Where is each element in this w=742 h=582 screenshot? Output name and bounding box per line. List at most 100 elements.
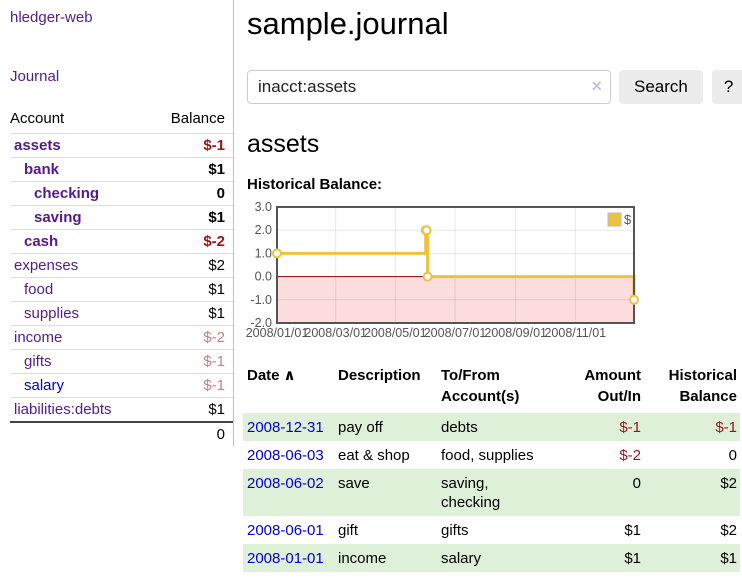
transaction-balance-cell: $-1 [715,419,737,436]
search-form: × Search ? [247,70,742,104]
account-balance-table: Account Balance assets $-1 bank $1 checking 0… [10,106,233,446]
svg-text:2008/05/01: 2008/05/01 [364,326,427,340]
register-header-row: Date ∧ Description To/From Account(s) Amount… [243,363,740,413]
account-row-food: food $1 [10,277,233,301]
app-title-link[interactable]: hledger-web [10,9,93,26]
transaction-date-link[interactable]: 2008-06-03 [247,447,324,464]
transaction-account-cell: food, supplies [441,447,534,464]
transaction-row: 2008-06-01 gift gifts $1 $2 [243,516,740,544]
account-row-cash: cash $-2 [10,229,233,253]
sort-ascending-icon[interactable]: ∧ [283,367,296,384]
svg-text:2008/01/01: 2008/01/01 [246,326,309,340]
help-button[interactable]: ? [711,70,742,104]
account-table-header: Account Balance [10,106,233,133]
account-row-income: income $-2 [10,325,233,349]
account-row-liabilities-debts: liabilities:debts $1 [10,397,233,421]
transaction-description-cell: pay off [338,419,383,436]
account-link[interactable]: saving [34,209,82,226]
register-table: Date ∧ Description To/From Account(s) Amount… [243,363,740,572]
journal-nav-link[interactable]: Journal [10,68,60,85]
transaction-balance-cell: $1 [720,550,737,567]
svg-text:2008/11/01: 2008/11/01 [544,326,606,340]
account-link[interactable]: income [14,329,63,346]
transaction-amount-cell: $1 [624,522,641,539]
transaction-date-cell: 2008-12-31 [243,413,338,441]
account-link[interactable]: salary [24,377,65,394]
svg-text:0.0: 0.0 [255,270,272,284]
account-balance: $1 [208,281,225,298]
account-balance: 0 [216,185,225,202]
account-balance: $-1 [203,377,225,394]
account-row-salary: salary $-1 [10,373,233,397]
transaction-date-link[interactable]: 2008-06-02 [247,475,324,492]
account-balance: $-2 [203,329,225,346]
main-content: sample.journal × Search ? assets Histori… [234,0,742,582]
search-button[interactable]: Search [619,70,703,104]
search-input-wrapper: × [247,70,611,104]
svg-text:$: $ [624,212,632,227]
column-header-account[interactable]: To/From Account(s) [441,367,520,405]
transaction-balance-cell: $2 [720,522,737,539]
account-link[interactable]: cash [24,233,59,250]
transaction-date-link[interactable]: 2008-01-01 [247,550,324,567]
account-balance: $2 [208,257,225,274]
account-balance: $-2 [203,233,225,250]
historical-balance-chart: $3.0 2.0 1.0 0.0 -1.0 -2.0 2008/01/01 2008/03/0… [243,200,742,340]
transaction-date-cell: 2008-06-03 [243,441,338,469]
transaction-account-cell: saving, checking [441,475,501,511]
account-row-assets: assets $-1 [10,133,233,157]
account-heading: assets [247,130,320,158]
svg-text:2.0: 2.0 [255,223,272,237]
svg-text:2008/03/01: 2008/03/01 [304,326,367,340]
transaction-account-cell: gifts [441,522,469,539]
transaction-date-link[interactable]: 2008-06-01 [247,522,324,539]
balance-column-header: Balance [170,110,225,127]
account-balance: $1 [208,209,225,226]
account-rows: assets $-1 bank $1 checking 0 saving $1 cash $-2 e… [10,133,233,421]
transaction-date-link[interactable]: 2008-12-31 [247,419,324,436]
svg-text:2008/09/01: 2008/09/01 [484,326,547,340]
column-header-date[interactable]: Date ∧ [247,367,296,384]
sidebar: hledger-web Journal Account Balance asse… [0,0,234,446]
column-header-description[interactable]: Description [338,367,421,384]
account-row-gifts: gifts $-1 [10,349,233,373]
column-header-balance[interactable]: Historical Balance [668,367,737,405]
page-title: sample.journal [247,6,449,41]
account-link[interactable]: expenses [14,257,79,274]
account-balance: $1 [208,161,225,178]
account-row-checking: checking 0 [10,181,233,205]
chart-canvas: $3.0 2.0 1.0 0.0 -1.0 -2.02008/01/012008/03/0… [246,200,639,340]
clear-search-icon[interactable]: × [591,76,602,96]
account-link[interactable]: assets [14,137,61,154]
account-row-bank: bank $1 [10,157,233,181]
transaction-balance-cell: $2 [720,475,737,492]
transaction-balance-cell: 0 [728,447,737,464]
account-link[interactable]: liabilities:debts [14,401,112,418]
account-row-expenses: expenses $2 [10,253,233,277]
transaction-description-cell: save [338,475,370,492]
account-column-header: Account [10,110,65,127]
svg-text:-2.0: -2.0 [250,316,272,330]
column-header-amount[interactable]: Amount Out/In [584,367,641,405]
svg-text:-1.0: -1.0 [250,293,272,307]
svg-text:2008/07/01: 2008/07/01 [424,326,487,340]
transaction-date-cell: 2008-01-01 [243,544,338,572]
transaction-row: 2008-06-03 eat & shop food, supplies $-2 0 [243,441,740,469]
account-link[interactable]: supplies [24,305,80,322]
total-balance: 0 [216,426,225,443]
transaction-amount-cell: 0 [632,475,641,492]
transaction-account-cell: debts [441,419,478,436]
account-link[interactable]: checking [34,185,100,202]
transaction-description-cell: gift [338,522,359,539]
account-link[interactable]: gifts [24,353,52,370]
account-total-row: 0 [10,421,233,446]
transaction-description-cell: income [338,550,387,567]
transaction-amount-cell: $1 [624,550,641,567]
search-input[interactable] [247,70,611,104]
svg-text:1.0: 1.0 [255,246,272,260]
account-link[interactable]: bank [24,161,60,178]
account-balance: $-1 [203,353,225,370]
transaction-date-cell: 2008-06-02 [243,469,338,516]
account-link[interactable]: food [24,281,54,298]
